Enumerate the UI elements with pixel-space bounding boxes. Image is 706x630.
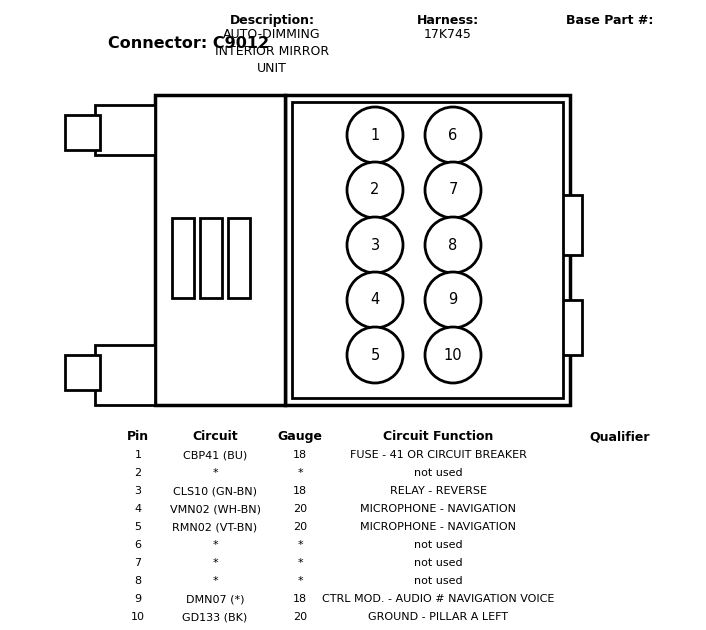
Text: 4: 4: [371, 292, 380, 307]
Text: not used: not used: [414, 576, 462, 586]
Text: Connector: C9012: Connector: C9012: [108, 36, 269, 51]
Text: *: *: [297, 540, 303, 550]
Circle shape: [425, 217, 481, 273]
Text: *: *: [297, 576, 303, 586]
Text: Pin: Pin: [127, 430, 149, 443]
Text: MICROPHONE - NAVIGATION: MICROPHONE - NAVIGATION: [360, 504, 516, 514]
Bar: [200, 218, 222, 298]
Text: 6: 6: [135, 540, 141, 550]
Bar: [65, 115, 100, 150]
Circle shape: [347, 272, 403, 328]
Text: CBP41 (BU): CBP41 (BU): [183, 450, 247, 460]
Text: GD133 (BK): GD133 (BK): [182, 612, 248, 622]
Bar: [228, 218, 250, 298]
Text: Circuit Function: Circuit Function: [383, 430, 493, 443]
Circle shape: [347, 162, 403, 218]
Text: 3: 3: [135, 486, 141, 496]
Text: GROUND - PILLAR A LEFT: GROUND - PILLAR A LEFT: [368, 612, 508, 622]
Bar: [172, 218, 194, 298]
Text: RELAY - REVERSE: RELAY - REVERSE: [390, 486, 486, 496]
Text: *: *: [297, 468, 303, 478]
Bar: [562, 195, 582, 255]
Text: 7: 7: [134, 558, 142, 568]
Text: *: *: [213, 540, 218, 550]
Circle shape: [425, 107, 481, 163]
Text: 2: 2: [134, 468, 142, 478]
Text: CTRL MOD. - AUDIO # NAVIGATION VOICE: CTRL MOD. - AUDIO # NAVIGATION VOICE: [322, 594, 554, 604]
Text: 2: 2: [371, 183, 380, 197]
Text: Circuit: Circuit: [192, 430, 238, 443]
Bar: [562, 300, 582, 355]
Circle shape: [425, 162, 481, 218]
Text: *: *: [213, 558, 218, 568]
Text: 6: 6: [448, 127, 457, 142]
Text: 1: 1: [135, 450, 141, 460]
Text: Gauge: Gauge: [277, 430, 323, 443]
Circle shape: [347, 217, 403, 273]
Text: 4: 4: [134, 504, 142, 514]
Bar: [65, 355, 100, 390]
Text: 9: 9: [448, 292, 457, 307]
Text: 5: 5: [371, 348, 380, 362]
Text: AUTO-DIMMING
INTERIOR MIRROR
UNIT: AUTO-DIMMING INTERIOR MIRROR UNIT: [215, 28, 329, 75]
Bar: [285, 95, 570, 405]
Text: 18: 18: [293, 450, 307, 460]
Text: Qualifier: Qualifier: [590, 430, 650, 443]
Text: Base Part #:: Base Part #:: [566, 14, 654, 27]
Circle shape: [425, 272, 481, 328]
Text: 18: 18: [293, 486, 307, 496]
Text: 3: 3: [371, 238, 380, 253]
Text: 20: 20: [293, 522, 307, 532]
Circle shape: [347, 327, 403, 383]
Text: Harness:: Harness:: [417, 14, 479, 27]
Bar: [95, 105, 155, 155]
Bar: [95, 345, 155, 405]
Text: FUSE - 41 OR CIRCUIT BREAKER: FUSE - 41 OR CIRCUIT BREAKER: [349, 450, 527, 460]
Text: 20: 20: [293, 612, 307, 622]
Text: not used: not used: [414, 468, 462, 478]
Text: 7: 7: [448, 183, 457, 197]
Text: VMN02 (WH-BN): VMN02 (WH-BN): [169, 504, 261, 514]
Text: not used: not used: [414, 558, 462, 568]
Text: 18: 18: [293, 594, 307, 604]
Text: *: *: [213, 468, 218, 478]
Bar: [155, 95, 285, 405]
Circle shape: [347, 107, 403, 163]
Text: 10: 10: [443, 348, 462, 362]
Text: *: *: [297, 558, 303, 568]
Text: 8: 8: [134, 576, 142, 586]
Circle shape: [425, 327, 481, 383]
Text: *: *: [213, 576, 218, 586]
Text: MICROPHONE - NAVIGATION: MICROPHONE - NAVIGATION: [360, 522, 516, 532]
Text: 1: 1: [371, 127, 380, 142]
Bar: [292, 102, 563, 398]
Text: 17K745: 17K745: [424, 28, 472, 41]
Text: Description:: Description:: [229, 14, 314, 27]
Text: RMN02 (VT-BN): RMN02 (VT-BN): [172, 522, 258, 532]
Text: not used: not used: [414, 540, 462, 550]
Text: 8: 8: [448, 238, 457, 253]
Text: DMN07 (*): DMN07 (*): [186, 594, 244, 604]
Text: 5: 5: [135, 522, 141, 532]
Text: 9: 9: [134, 594, 142, 604]
Text: CLS10 (GN-BN): CLS10 (GN-BN): [173, 486, 257, 496]
Text: 10: 10: [131, 612, 145, 622]
Text: 20: 20: [293, 504, 307, 514]
